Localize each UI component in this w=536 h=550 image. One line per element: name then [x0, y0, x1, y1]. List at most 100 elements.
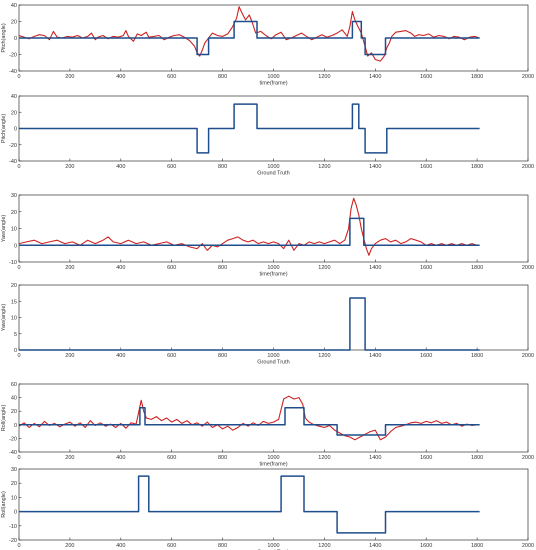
- plot-frame: [18, 383, 529, 453]
- x-tick-label: 1200: [318, 353, 330, 359]
- y-tick-label: 0: [14, 243, 17, 249]
- x-tick-label: 1600: [420, 265, 432, 271]
- x-tick-label: 1000: [267, 265, 279, 271]
- x-tick-label: 600: [167, 265, 176, 271]
- y-tick-label: 0: [14, 510, 17, 516]
- ground-truth-series: [19, 475, 480, 534]
- chart-panel-3: 0 200 400 600 800 1000 1200 1400 1600 1800 2000-10…: [1, 193, 534, 278]
- chart-panel-4: 0 200 400 600 800 1000 1200 1400 1600 1800 2000 0 5 1…: [1, 283, 534, 366]
- plot-frame: [18, 284, 529, 351]
- x-tick-label: 1800: [471, 74, 483, 80]
- x-tick-label: 800: [218, 455, 227, 461]
- y-tick-label: -20: [9, 143, 17, 149]
- y-tick-label: 40: [11, 94, 17, 100]
- x-tick-label: 2000: [522, 455, 534, 461]
- y-tick-label: 10: [11, 227, 17, 233]
- y-tick-label: -20: [9, 538, 17, 544]
- y-tick-label: 10: [11, 495, 17, 501]
- y-tick-label: -20: [9, 53, 17, 59]
- x-tick-label: 1200: [318, 265, 330, 271]
- x-tick-label: 2000: [522, 265, 534, 271]
- x-tick-label: 0: [17, 543, 20, 549]
- x-tick-label: 400: [116, 74, 125, 80]
- y-tick-label: -10: [9, 260, 17, 266]
- y-axis-label: Roll(angle): [1, 491, 7, 518]
- chart-panel-6: 0 200 400 600 800 1000 1200 1400 1600 1800 2000-20…: [1, 467, 534, 550]
- x-tick-label: 1800: [471, 543, 483, 549]
- x-tick-label: 2000: [522, 543, 534, 549]
- y-tick-label: 15: [11, 299, 17, 305]
- x-axis-label: time(frame): [259, 81, 287, 87]
- x-tick-label: 1800: [471, 164, 483, 170]
- x-tick-label: 400: [116, 265, 125, 271]
- x-tick-label: 0: [17, 353, 20, 359]
- x-tick-label: 200: [65, 353, 74, 359]
- y-tick-label: -20: [9, 436, 17, 442]
- ground-truth-series: [19, 20, 480, 56]
- x-tick-label: 800: [218, 164, 227, 170]
- x-tick-label: 600: [167, 455, 176, 461]
- x-tick-label: 1200: [318, 543, 330, 549]
- x-tick-label: 1600: [420, 455, 432, 461]
- chart-panel-2: 0 200 400 600 800 1000 1200 1400 1600 1800 2000-40…: [1, 94, 534, 177]
- x-axis-label: time(frame): [259, 462, 287, 468]
- x-tick-label: 200: [65, 74, 74, 80]
- y-tick-label: 20: [11, 409, 17, 415]
- y-tick-label: 20: [11, 481, 17, 487]
- x-tick-label: 1000: [267, 455, 279, 461]
- y-tick-label: 20: [11, 20, 17, 26]
- x-tick-label: 1400: [369, 455, 381, 461]
- y-axis-label: Roll(angle): [1, 405, 7, 432]
- y-tick-label: -40: [9, 159, 17, 165]
- x-tick-label: 1200: [318, 455, 330, 461]
- x-tick-label: 0: [17, 265, 20, 271]
- x-tick-label: 200: [65, 265, 74, 271]
- x-tick-label: 1600: [420, 74, 432, 80]
- y-axis-label: Pitch(angle): [1, 23, 7, 53]
- x-tick-label: 2000: [522, 74, 534, 80]
- x-tick-label: 1200: [318, 164, 330, 170]
- x-axis-label: Ground Truth: [257, 171, 289, 177]
- estimate-series: [18, 197, 480, 256]
- x-axis-label: time(frame): [259, 272, 287, 278]
- y-tick-label: 30: [11, 467, 17, 473]
- y-axis-label: Pitch(angle): [1, 114, 7, 144]
- x-tick-label: 200: [65, 164, 74, 170]
- x-tick-label: 400: [116, 543, 125, 549]
- x-tick-label: 400: [116, 164, 125, 170]
- x-tick-label: 1800: [471, 353, 483, 359]
- ground-truth-series: [19, 297, 480, 351]
- x-tick-label: 2000: [522, 164, 534, 170]
- x-tick-label: 1000: [267, 543, 279, 549]
- y-tick-label: 5: [14, 332, 17, 338]
- plot-frame: [18, 194, 529, 263]
- y-tick-label: 30: [11, 193, 17, 199]
- y-tick-label: -10: [9, 524, 17, 530]
- x-tick-label: 0: [17, 455, 20, 461]
- y-tick-label: 0: [14, 127, 17, 133]
- y-tick-label: 0: [14, 36, 17, 42]
- x-tick-label: 600: [167, 74, 176, 80]
- x-tick-label: 1400: [369, 164, 381, 170]
- x-tick-label: 1800: [471, 265, 483, 271]
- x-tick-label: 400: [116, 455, 125, 461]
- x-tick-label: 1400: [369, 543, 381, 549]
- x-tick-label: 800: [218, 543, 227, 549]
- x-tick-label: 1200: [318, 74, 330, 80]
- x-tick-label: 800: [218, 74, 227, 80]
- x-tick-label: 200: [65, 543, 74, 549]
- y-tick-label: 40: [11, 3, 17, 9]
- plot-frame: [18, 468, 529, 541]
- x-tick-label: 0: [17, 164, 20, 170]
- y-tick-label: -40: [9, 450, 17, 456]
- x-tick-label: 400: [116, 353, 125, 359]
- x-tick-label: 0: [17, 74, 20, 80]
- x-tick-label: 1000: [267, 353, 279, 359]
- x-tick-label: 1600: [420, 353, 432, 359]
- x-tick-label: 600: [167, 164, 176, 170]
- y-tick-label: -40: [9, 69, 17, 75]
- x-tick-label: 800: [218, 353, 227, 359]
- x-tick-label: 1800: [471, 455, 483, 461]
- x-tick-label: 1000: [267, 164, 279, 170]
- estimate-series: [18, 6, 480, 62]
